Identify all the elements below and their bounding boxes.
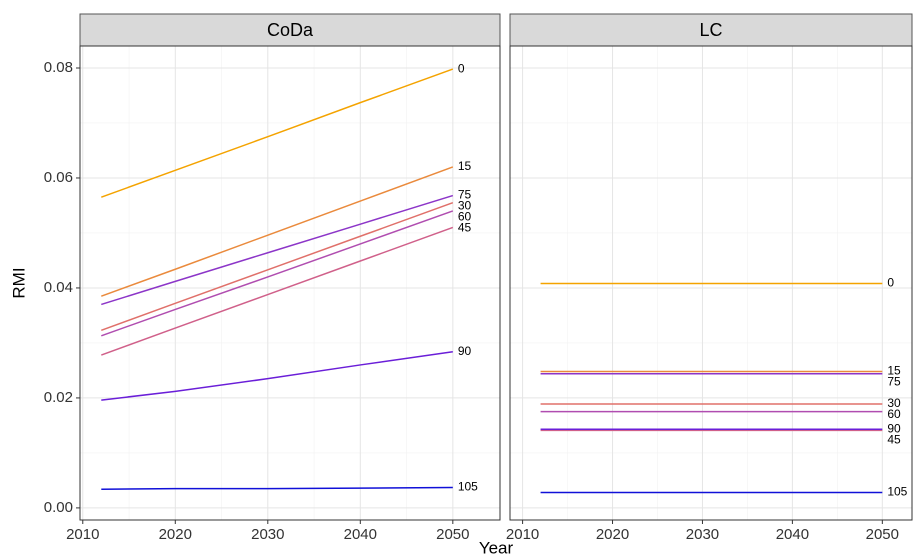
x-axis-title: Year <box>479 538 514 557</box>
end-label: 0 <box>887 276 894 290</box>
end-label: 45 <box>887 432 901 446</box>
series-line <box>101 226 454 356</box>
series-line <box>101 202 454 331</box>
end-label: 15 <box>458 159 472 173</box>
series-line <box>101 166 454 297</box>
y-tick-label: 0.08 <box>44 59 73 76</box>
end-label: 90 <box>458 344 472 358</box>
x-tick-label: 2010 <box>66 526 99 543</box>
facet-strip <box>79 13 501 47</box>
facet-title: LC <box>699 20 722 40</box>
end-label: 75 <box>887 375 901 389</box>
x-tick-label: 2010 <box>506 526 539 543</box>
x-tick-label: 2030 <box>686 526 719 543</box>
y-tick-label: 0.06 <box>44 169 73 186</box>
end-label: 60 <box>887 407 901 421</box>
end-label: 15 <box>887 364 901 378</box>
y-tick-label: 0.00 <box>44 499 73 516</box>
x-tick-label: 2040 <box>344 526 377 543</box>
end-label: 105 <box>887 485 907 499</box>
y-axis-title: RMI <box>9 267 28 298</box>
y-tick-label: 0.04 <box>44 279 73 296</box>
facet-title: CoDa <box>267 20 314 40</box>
end-label: 105 <box>458 480 478 494</box>
series-line <box>101 210 454 337</box>
end-label: 90 <box>887 421 901 435</box>
y-tick-label: 0.02 <box>44 389 73 406</box>
end-label: 30 <box>887 396 901 410</box>
x-tick-label: 2050 <box>866 526 899 543</box>
end-label: 0 <box>458 61 465 75</box>
series-line <box>101 194 454 306</box>
series-line <box>101 350 453 401</box>
end-label: 45 <box>458 221 472 235</box>
end-label: 30 <box>458 199 472 213</box>
panel-border <box>79 45 501 521</box>
end-label: 75 <box>458 188 472 202</box>
series-line <box>101 68 454 198</box>
end-label: 60 <box>458 210 472 224</box>
x-tick-label: 2020 <box>596 526 629 543</box>
series-line <box>101 486 453 490</box>
x-tick-label: 2050 <box>436 526 469 543</box>
facet-strip <box>509 13 913 47</box>
x-tick-label: 2040 <box>776 526 809 543</box>
x-tick-label: 2020 <box>159 526 192 543</box>
panel-border <box>509 45 913 521</box>
x-tick-label: 2030 <box>251 526 284 543</box>
